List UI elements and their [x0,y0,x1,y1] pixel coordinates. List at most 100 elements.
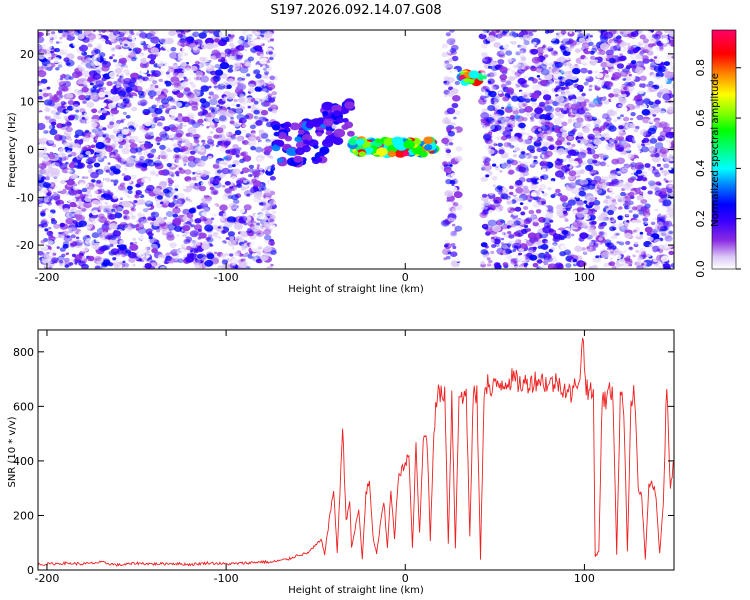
spectrogram-cell [634,108,641,113]
spectrogram-cell [247,56,255,62]
spectrogram-cell [623,224,629,228]
spectrogram-cell [174,262,180,267]
spectrogram-cell [54,134,63,141]
spectrogram-cell [260,34,265,38]
spectrogram-cell [652,113,657,117]
spectrogram-cell [560,40,564,44]
spectrogram-cell [146,255,150,258]
spectrogram-cell [108,213,117,220]
spectrogram-cell [231,164,236,168]
spectrogram-cell [194,56,199,60]
spectrogram-cell [240,243,248,249]
spectrogram-cell [211,49,220,57]
spectrogram-cell [42,87,48,92]
spectrogram-cell [218,241,226,248]
spectrogram-cell [447,92,454,98]
spectrogram-cell [453,116,457,120]
spectrogram-cell [229,43,235,47]
spectrogram-cell [617,172,621,177]
spectrogram-cell [214,160,222,166]
spectrogram-cell [117,90,127,97]
spectrogram-cell [65,161,69,165]
spectrogram-cell [348,138,358,146]
spectrogram-cell [130,174,137,180]
spectrogram-cell [97,110,102,114]
spectrogram-cell [59,36,63,40]
spectrogram-cell [41,176,46,180]
spectrogram-cell [82,266,87,269]
spectrogram-cell [214,236,220,241]
spectrogram-cell [160,223,169,230]
spectrogram-cell [185,149,191,154]
spectrogram-cell [111,142,118,148]
spectrogram-cell [212,178,221,185]
spectrogram-cell [251,253,257,257]
spectrogram-cell [235,108,243,114]
spectrogram-cell [74,134,79,139]
spectrogram-cell [45,112,52,117]
spectrogram-cell [41,218,48,224]
spectrogram-cell [443,76,450,81]
spectrogram-cell [214,251,218,254]
spectrogram-cell [71,104,81,111]
spectrogram-cell [245,135,249,138]
spectrogram-cell [594,145,598,149]
spectrogram-cell [106,81,113,87]
spectrogram-cell [268,97,276,103]
spectrogram-cell [187,196,192,200]
spectrogram-cell [228,161,233,164]
spectrogram-cell [80,55,90,63]
spectrogram-cell [667,106,674,113]
spectrogram-cell [188,98,193,102]
spectrogram-cell [269,218,275,223]
spectrogram-cell [94,246,99,251]
spectrogram-cell [118,57,127,64]
spectrogram-cell [99,205,106,210]
spectrogram-cell [72,147,80,154]
spectrogram-cell [252,180,262,188]
spectrogram-cell [227,164,233,169]
spectrogram-cell [42,260,48,264]
spectrogram-cell [617,215,624,221]
spectrogram-cell [147,217,153,221]
spectrogram-cell [39,56,44,60]
spectrogram-cell [81,86,89,93]
spectrogram-cell [508,169,515,175]
spectrogram-cell [107,124,114,129]
spectrogram-cell [109,121,115,126]
spectrogram-cell [235,154,240,158]
spectrogram-cell [41,147,48,152]
spectrogram-cell [512,136,519,142]
spectrogram-cell [167,223,177,231]
spectrogram-cell [489,88,494,92]
spectrogram-cell [190,240,199,246]
spectrogram-cell [205,171,211,175]
spectrogram-cell [423,136,434,145]
spectrogram-cell [653,203,658,206]
spectrogram-cell [541,238,549,244]
spectrogram-cell [63,208,70,213]
spectrogram-cell [58,147,66,154]
spectrogram-cell [499,170,503,173]
spectrogram-cell [254,31,261,36]
spectrogram-cell [600,146,606,150]
spectrogram-cell [121,200,131,208]
spectrogram-cell [511,69,516,74]
spectrogram-cell [124,43,128,47]
spectrogram-cell [341,124,349,130]
spectrogram-cell [601,227,608,233]
spectrogram-cell [137,53,143,59]
spectrogram-cell [69,238,74,242]
spectrogram-cell [217,83,226,90]
spectrogram-cell [201,30,207,33]
spectrogram-cell [105,114,114,121]
spectrogram-cell [514,181,524,188]
spectrogram-cell [664,100,668,103]
spectrogram-cell [49,34,58,40]
spectrogram-cell [247,105,251,109]
spectrogram-cell [447,130,455,137]
spectrogram-cell [41,129,47,134]
spectrogram-cell [47,63,52,68]
spectrogram-cell [158,78,164,83]
